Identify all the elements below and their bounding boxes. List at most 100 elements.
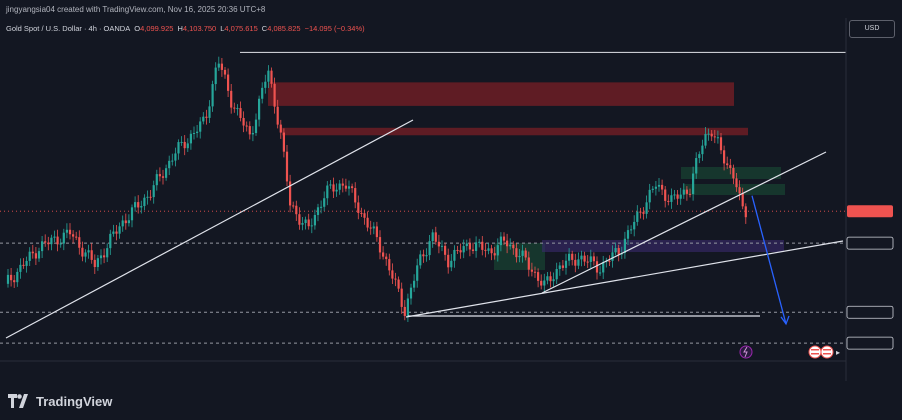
- candle-body: [394, 278, 397, 280]
- candle-body: [103, 255, 106, 258]
- candle-body: [732, 167, 735, 179]
- projection-arrow-head: [780, 315, 790, 326]
- candle-body: [335, 189, 338, 192]
- candle-body: [87, 250, 90, 253]
- header-high: 4,103.750: [183, 24, 216, 33]
- candle-body: [13, 280, 16, 283]
- candle-body: [589, 256, 592, 262]
- tradingview-logo[interactable]: TradingView: [8, 392, 112, 410]
- candle-body: [648, 189, 651, 203]
- candle-body: [422, 254, 425, 257]
- us-flag-stripe: [823, 349, 831, 351]
- candle-body: [90, 250, 93, 260]
- candle-body: [320, 206, 323, 208]
- candle-body: [22, 264, 25, 266]
- us-flag-stripe: [811, 353, 819, 355]
- candle-body: [329, 184, 332, 186]
- candle-body: [196, 131, 199, 133]
- candle-body: [388, 259, 391, 271]
- candle-body: [165, 168, 168, 178]
- candle-body: [366, 217, 369, 228]
- candle-body: [524, 250, 527, 258]
- candle-body: [276, 106, 279, 125]
- candle-body: [487, 248, 490, 251]
- candle-body: [645, 202, 648, 214]
- candle-body: [592, 256, 595, 262]
- header-close: 4,085.825: [267, 24, 300, 33]
- price-label-box: [846, 336, 894, 350]
- candle-body: [521, 250, 524, 256]
- candle-body: [338, 183, 341, 190]
- header-change: −14.095 (−0.34%): [305, 24, 366, 33]
- candle-body: [729, 165, 732, 168]
- candle-body: [236, 108, 239, 110]
- candle-body: [484, 249, 487, 251]
- candle-body: [726, 163, 729, 166]
- candle-body: [323, 198, 326, 207]
- candle-body: [341, 183, 344, 186]
- candle-body: [134, 202, 137, 208]
- candle-body: [84, 252, 87, 257]
- candle-body: [53, 236, 56, 238]
- candle-body: [152, 185, 155, 198]
- candle-body: [642, 212, 645, 214]
- candle-body: [245, 125, 248, 127]
- candle-body: [400, 288, 403, 307]
- candle-body: [298, 214, 301, 225]
- candle-body: [558, 265, 561, 269]
- candle-body: [37, 251, 41, 259]
- candle-body: [369, 227, 372, 229]
- candle-body: [174, 153, 177, 161]
- candle-body: [34, 253, 37, 259]
- candle-body: [310, 225, 313, 227]
- candle-body: [189, 133, 192, 144]
- candle-body: [93, 259, 96, 268]
- candle-body: [490, 248, 493, 254]
- candle-body: [481, 241, 484, 250]
- candle-body: [440, 245, 444, 247]
- candle-body: [75, 236, 78, 238]
- candle-body: [744, 206, 747, 218]
- candle-body: [192, 132, 196, 134]
- candle-body: [701, 145, 704, 155]
- us-flag-stripe: [811, 349, 819, 351]
- candle-body: [199, 121, 202, 132]
- candle-body: [698, 154, 701, 159]
- header-open-label: O: [134, 24, 140, 33]
- candle-body: [372, 226, 375, 229]
- candle-body: [363, 213, 366, 218]
- candle-body: [673, 194, 676, 196]
- candle-body: [555, 268, 558, 280]
- candle-body: [667, 200, 670, 202]
- candle-body: [403, 306, 406, 316]
- candle-body: [626, 230, 630, 239]
- candle-body: [716, 137, 719, 139]
- candle-body: [347, 186, 351, 189]
- candle-body: [738, 187, 741, 194]
- candle-body: [546, 276, 549, 281]
- candle-body: [106, 248, 109, 258]
- candle-body: [552, 279, 555, 282]
- candle-body: [530, 269, 533, 272]
- candle-body: [661, 184, 664, 190]
- candle-body: [502, 236, 506, 241]
- candle-body: [158, 174, 161, 177]
- candle-body: [685, 189, 688, 194]
- candle-body: [375, 226, 378, 238]
- us-flag-icon: [808, 345, 822, 359]
- candle-body: [409, 287, 413, 299]
- candle-body: [431, 232, 434, 242]
- candle-body: [670, 195, 673, 202]
- candle-body: [223, 69, 227, 75]
- candle-body: [654, 186, 657, 189]
- candle-body: [28, 251, 31, 261]
- candle-body: [121, 220, 124, 227]
- candle-body: [217, 63, 220, 68]
- candle-body: [112, 231, 115, 234]
- candle-body: [155, 174, 158, 186]
- currency-button[interactable]: USD: [849, 20, 895, 38]
- candle-body: [630, 229, 633, 231]
- candle-body: [639, 211, 642, 213]
- candle-body: [62, 232, 65, 244]
